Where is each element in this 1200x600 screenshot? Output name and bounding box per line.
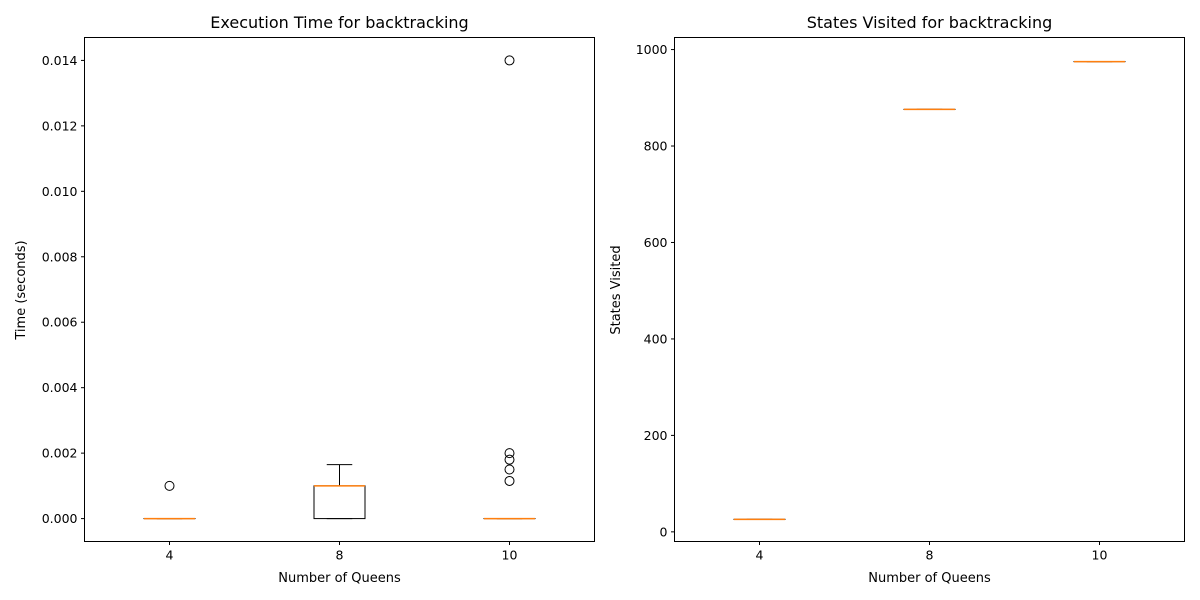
y-tick-label: 0.014 <box>42 53 78 68</box>
y-axis: 0 200 400 600 800 1000 <box>636 42 675 539</box>
plot-area <box>674 37 1185 542</box>
y-tick-label: 0.010 <box>42 184 78 199</box>
y-axis-label: States Visited <box>609 245 624 334</box>
x-axis: 4 8 10 <box>166 541 518 563</box>
chart-title: States Visited for backtracking <box>807 13 1053 32</box>
y-axis: 0.000 0.002 0.004 0.006 0.008 0.010 0.012 0.014 <box>42 53 85 526</box>
chart-title: Execution Time for backtracking <box>210 13 468 32</box>
outlier-point <box>504 475 515 486</box>
y-tick-label: 400 <box>644 331 668 346</box>
x-axis-label: Number of Queens <box>868 571 991 586</box>
x-tick-label: 8 <box>336 548 344 563</box>
y-tick-label: 0.000 <box>42 511 78 526</box>
outlier-point <box>164 480 175 491</box>
y-axis-label: Time (seconds) <box>14 240 29 340</box>
outlier-point <box>504 464 515 475</box>
outlier-point <box>504 454 515 465</box>
x-axis: 4 8 10 <box>756 541 1108 563</box>
y-tick-label: 600 <box>644 235 668 250</box>
box <box>313 485 366 520</box>
x-axis-label: Number of Queens <box>278 571 401 586</box>
states-visited-chart: States Visited for backtracking 0 200 400 6… <box>609 13 1185 586</box>
x-tick-label: 10 <box>502 548 518 563</box>
outlier-point <box>504 448 515 459</box>
y-tick-label: 0.008 <box>42 249 78 264</box>
y-tick-label: 1000 <box>636 42 668 57</box>
y-tick-label: 0.004 <box>42 380 78 395</box>
outlier-point <box>504 55 515 66</box>
y-tick-label: 800 <box>644 139 668 154</box>
execution-time-chart: Execution Time for backtracking 0.0000.0… <box>14 13 595 586</box>
boxes <box>143 55 536 520</box>
x-tick-label: 4 <box>756 548 764 563</box>
y-tick-label: 200 <box>644 428 668 443</box>
y-tick-label: 0.012 <box>42 118 78 133</box>
y-tick-label: 0.002 <box>42 446 78 461</box>
x-tick-label: 4 <box>166 548 174 563</box>
boxes <box>733 60 1126 521</box>
x-tick-label: 8 <box>926 548 934 563</box>
y-tick-label: 0.006 <box>42 315 78 330</box>
x-tick-label: 10 <box>1092 548 1108 563</box>
y-tick-label: 0 <box>660 524 668 539</box>
